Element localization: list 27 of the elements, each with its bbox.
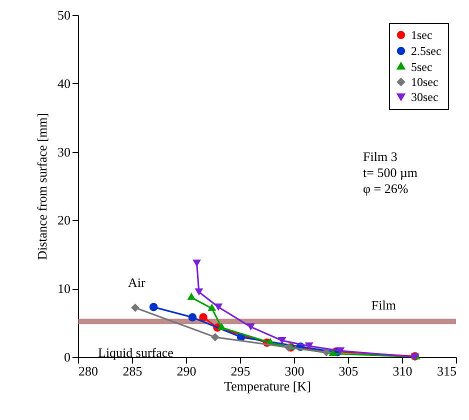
y-tick-label: 50 [58,8,70,22]
x-tick-label: 290 [176,364,196,378]
x-tick-label: 280 [78,364,98,378]
annotation: φ = 26% [363,181,408,196]
legend-label: 1sec [411,28,432,42]
band-label: Film [371,298,396,313]
x-tick-label: 300 [284,364,304,378]
legend-label: 10sec [411,75,438,89]
x-tick-label: 305 [338,364,358,378]
y-axis-title: Distance from surface [mm] [34,113,50,260]
y-tick-label: 0 [64,350,70,364]
y-tick-label: 40 [58,76,70,91]
y-tick-label: 20 [58,212,70,228]
legend-label: 30sec [411,90,438,104]
x-tick-label: 295 [230,364,250,378]
annotation: Film 3 [363,149,398,164]
y-tick-label: 10 [58,281,70,296]
legend-label: 2.5sec [411,44,442,58]
x-tick-label: 285 [122,364,142,378]
annotation: t= 500 µm [363,165,418,180]
x-axis-title: Temperature [K] [224,378,311,394]
legend-label: 5sec [411,60,432,74]
x-tick-label: 315 [437,364,456,378]
annotation: Liquid surface [98,345,174,360]
annotation: Air [128,275,146,290]
x-tick-label: 310 [392,364,412,378]
y-tick-label: 30 [58,144,70,160]
